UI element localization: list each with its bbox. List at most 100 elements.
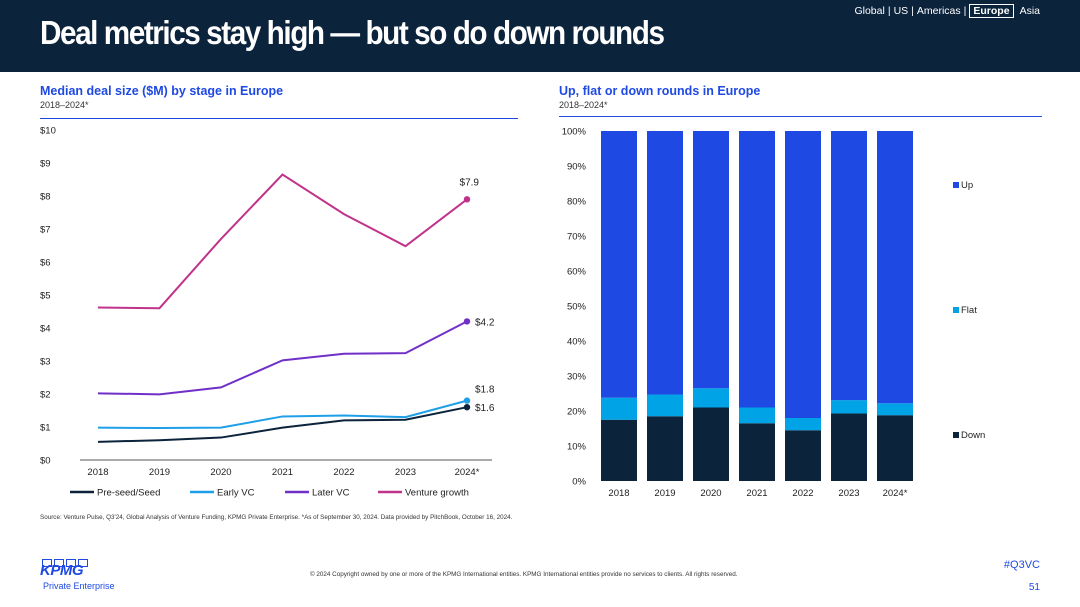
x-tick-label: 2020	[700, 488, 721, 499]
series-line-pre-seed-seed	[97, 406, 468, 443]
right-chart-rule	[559, 116, 1042, 117]
line-chart: $0 $1 $2 $3 $4 $5 $6 $7 $8 $9 $10 2018 2019 2020 2021 2…	[40, 126, 495, 499]
y-tick-label: 10%	[567, 442, 587, 453]
data-label-later-vc: $4.2	[475, 317, 495, 328]
y-tick-label: $4	[40, 324, 51, 335]
region-nav: Global | US | Americas | Europe Asia	[854, 4, 1040, 18]
bar-segment-down	[785, 430, 821, 481]
y-tick-label: $5	[40, 291, 51, 302]
bar-segment-up	[693, 131, 729, 389]
legend-swatch-flat	[953, 307, 959, 313]
x-tick-label: 2024*	[455, 467, 480, 478]
data-label-early-vc: $1.8	[475, 385, 495, 396]
y-tick-label: 30%	[567, 372, 587, 383]
y-tick-label: $3	[40, 357, 51, 368]
copyright-text: © 2024 Copyright owned by one or more of…	[310, 571, 738, 578]
y-tick-label: $8	[40, 192, 51, 203]
left-chart-subtitle: 2018–2024*	[40, 100, 89, 110]
region-separator: |	[963, 5, 967, 17]
left-chart-title: Median deal size ($M) by stage in Europe	[40, 84, 284, 98]
legend-label-venture-growth: Venture growth	[405, 488, 469, 499]
x-tick-label: 2018	[87, 467, 108, 478]
bar-segment-up	[831, 131, 867, 401]
y-tick-label: $10	[40, 126, 56, 137]
bar-segment-down	[739, 423, 775, 481]
bar-segment-flat	[831, 400, 867, 414]
right-chart-subtitle: 2018–2024*	[559, 100, 608, 110]
right-chart-title: Up, flat or down rounds in Europe	[559, 84, 761, 98]
page-number: 51	[1028, 582, 1040, 593]
source-note: Source: Venture Pulse, Q3'24, Global Ana…	[40, 514, 513, 521]
y-tick-label: $1	[40, 423, 51, 434]
logo-wordmark: KPMG	[40, 562, 84, 579]
bar-segment-down	[601, 419, 637, 481]
y-tick-label: $9	[40, 159, 51, 170]
region-global[interactable]: Global	[854, 5, 885, 17]
bar-segment-up	[601, 131, 637, 398]
end-point-early-vc	[463, 397, 471, 404]
x-tick-label: 2022	[333, 467, 354, 478]
region-separator: |	[911, 5, 914, 17]
bar-segment-down	[877, 415, 913, 481]
bar-segment-down	[647, 416, 683, 481]
logo-boxes	[42, 554, 90, 572]
data-label-venture-growth: $7.9	[460, 177, 480, 188]
bar-segment-up	[877, 131, 913, 404]
bar-segment-down	[831, 413, 867, 481]
legend-label-early-vc: Early VC	[217, 488, 255, 499]
y-tick-label: $2	[40, 390, 51, 401]
legend-swatch-down	[953, 432, 959, 438]
y-tick-label: 90%	[567, 162, 587, 173]
x-tick-label: 2022	[792, 488, 813, 499]
y-tick-label: 40%	[567, 337, 587, 348]
x-tick-label: 2021	[272, 467, 293, 478]
x-tick-label: 2020	[210, 467, 231, 478]
left-chart-rule	[40, 118, 518, 119]
region-americas[interactable]: Americas	[916, 5, 961, 17]
legend-label-flat: Flat	[961, 305, 977, 316]
y-tick-label: $0	[40, 456, 51, 467]
bar-segment-flat	[693, 388, 729, 408]
x-tick-label: 2019	[654, 488, 675, 499]
y-tick-label: 50%	[567, 302, 587, 313]
series-line-later-vc	[97, 320, 468, 396]
bar-segment-flat	[877, 403, 913, 416]
x-tick-label: 2023	[838, 488, 859, 499]
legend-label-pre-seed-seed: Pre-seed/Seed	[97, 488, 160, 499]
region-separator: |	[887, 5, 891, 17]
bar-segment-flat	[647, 394, 683, 417]
kpmg-logo: KPMG Private Enterprise	[40, 554, 130, 594]
region-europe[interactable]: Europe	[969, 4, 1014, 18]
y-tick-label: 70%	[567, 232, 587, 243]
y-tick-label: 80%	[567, 197, 587, 208]
legend-label-down: Down	[961, 430, 985, 441]
legend-label-later-vc: Later VC	[312, 488, 350, 499]
x-tick-label: 2021	[746, 488, 767, 499]
bar-segment-up	[739, 131, 775, 408]
x-tick-label: 2019	[149, 467, 170, 478]
data-label-pre-seed-seed: $1.6	[475, 403, 495, 414]
end-point-venture-growth	[463, 196, 471, 203]
series-line-venture-growth	[97, 173, 468, 310]
stacked-bar-chart: 0% 10% 20% 30% 40% 50% 60% 70% 80% 90% 100% 2018 201…	[562, 127, 986, 500]
bar-segment-flat	[601, 397, 637, 420]
y-tick-label: 100%	[562, 127, 587, 138]
logo-subtitle: Private Enterprise	[43, 581, 115, 591]
y-tick-label: 20%	[567, 407, 587, 418]
region-us[interactable]: US	[893, 5, 909, 17]
y-tick-label: 60%	[567, 267, 587, 278]
bar-segment-up	[785, 131, 821, 418]
bar-segment-down	[693, 407, 729, 481]
end-point-pre-seed-seed	[463, 404, 471, 411]
x-tick-label: 2023	[395, 467, 416, 478]
bar-segment-flat	[785, 418, 821, 431]
legend-label-up: Up	[961, 180, 973, 191]
hashtag[interactable]: #Q3VC	[1003, 559, 1040, 571]
page-title: Deal metrics stay high — but so do down …	[40, 14, 665, 51]
x-tick-label: 2024*	[883, 488, 908, 499]
y-tick-label: $6	[40, 258, 51, 269]
x-tick-label: 2018	[608, 488, 629, 499]
series-line-early-vc	[97, 399, 468, 429]
region-asia[interactable]: Asia	[1019, 5, 1040, 17]
legend-swatch-up	[953, 182, 959, 188]
